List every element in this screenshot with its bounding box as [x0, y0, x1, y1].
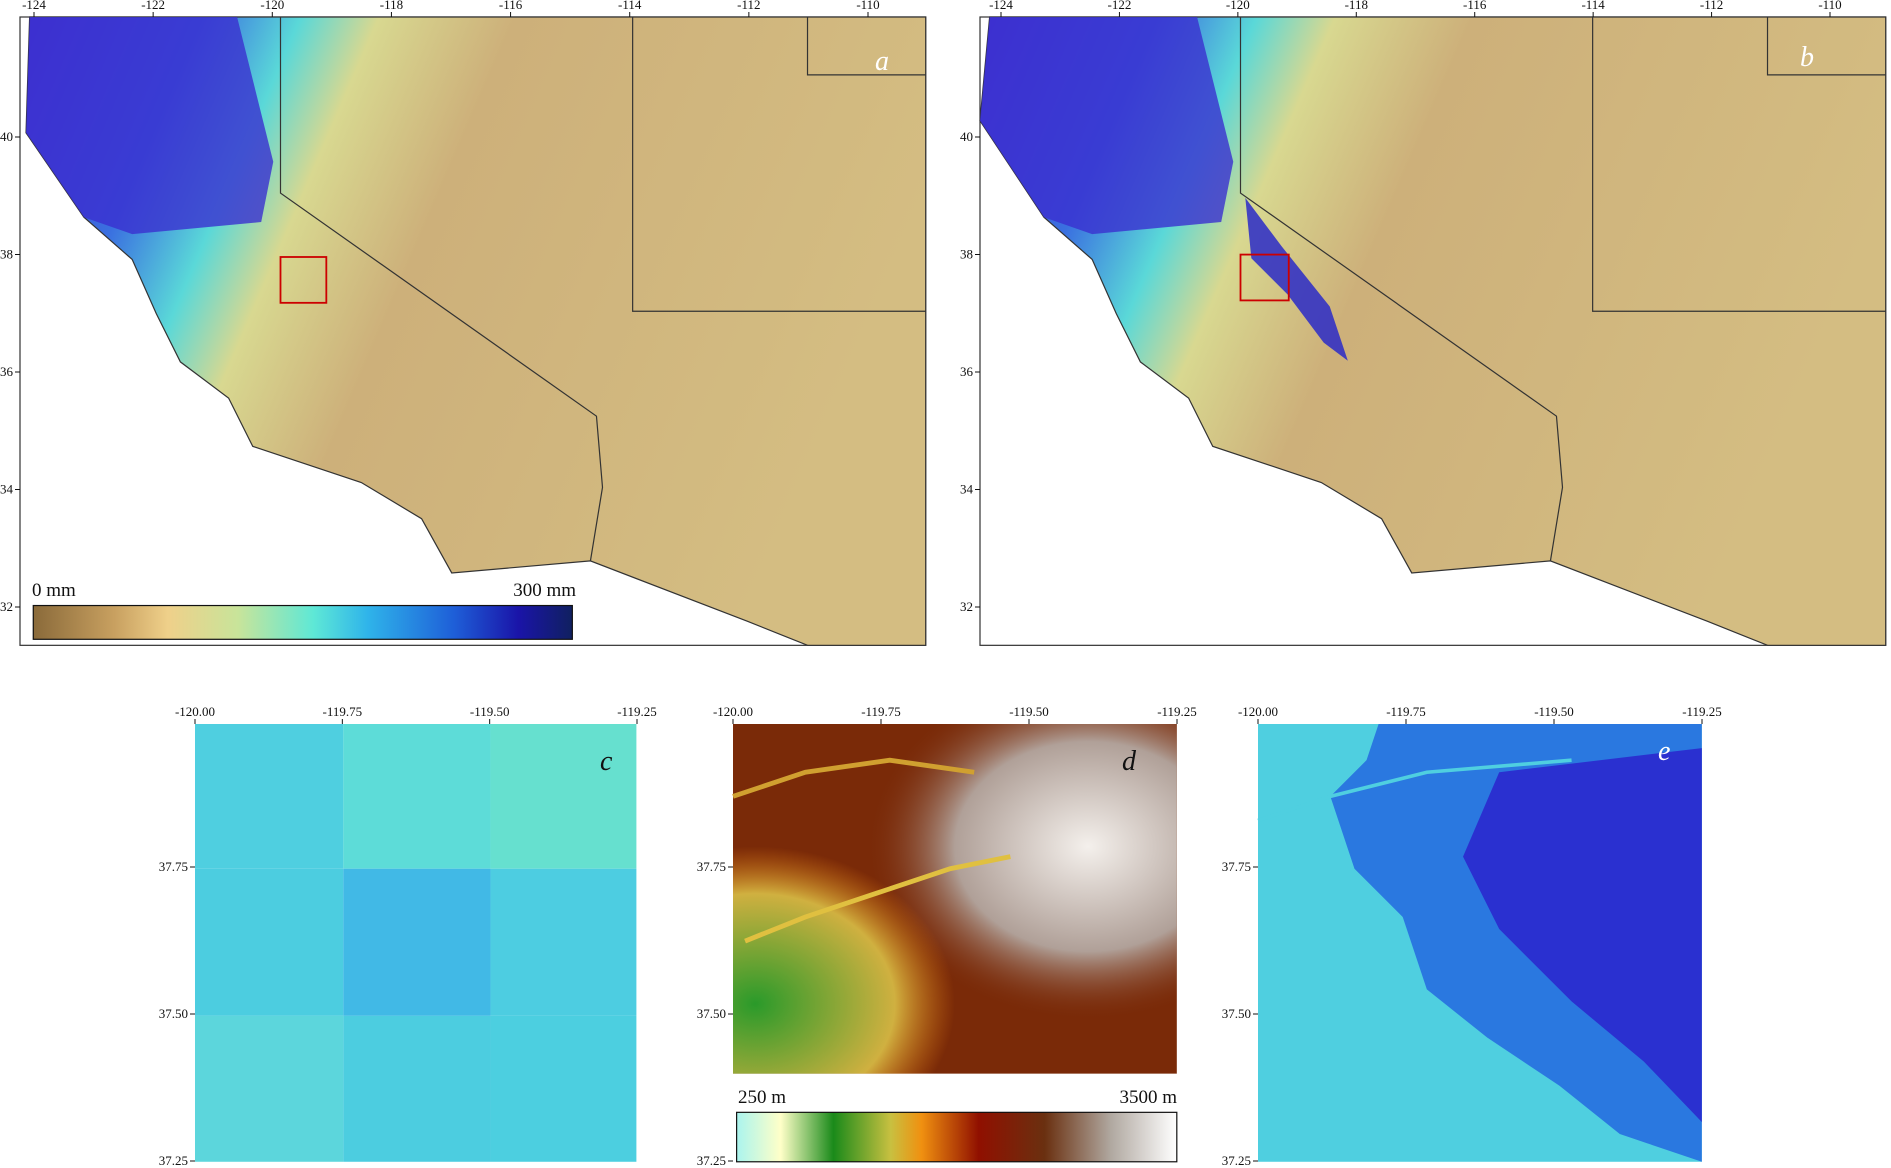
y-tick-label: 37.25 [159, 1153, 188, 1168]
state-border [632, 17, 926, 312]
state-border [806, 17, 926, 76]
state-border [279, 17, 604, 562]
colorbar [736, 1111, 1178, 1163]
y-tick-label: 36 [0, 364, 14, 379]
y-tick-label: 40 [960, 129, 973, 144]
y-tick-label: 36 [960, 364, 974, 379]
valley [1257, 758, 1572, 823]
x-tick-label: -124 [22, 0, 46, 12]
panel-letter: e [1658, 736, 1670, 767]
cell [490, 724, 637, 869]
x-tick-label: -119.25 [1157, 704, 1197, 719]
x-tick-label: -118 [380, 0, 403, 12]
panel-a [19, 16, 927, 646]
colorbar-max: 3500 m [1119, 1087, 1177, 1108]
colorbar-max: 300 mm [513, 580, 576, 601]
x-tick-label: -119.25 [617, 704, 657, 719]
x-tick-label: -122 [1108, 0, 1132, 12]
x-tick-label: -120.00 [713, 704, 753, 719]
y-tick-label: 37.75 [159, 859, 188, 874]
x-tick-label: -124 [989, 0, 1013, 12]
cell [490, 868, 637, 1016]
panel-letter: b [1800, 42, 1814, 73]
panel-letter: c [600, 746, 613, 777]
terrain-low [733, 724, 1177, 1074]
panel-letter: d [1122, 746, 1137, 777]
x-tick-label: -119.50 [1534, 704, 1574, 719]
sierra [1245, 197, 1348, 361]
x-tick-label: -119.50 [1009, 704, 1049, 719]
x-tick-label: -119.75 [1386, 704, 1426, 719]
x-tick-label: -116 [499, 0, 523, 12]
colorbar-min: 0 mm [32, 580, 76, 601]
panel-e [1257, 724, 1702, 1162]
x-tick-label: -114 [618, 0, 642, 12]
x-tick-label: -119.25 [1682, 704, 1722, 719]
cell [490, 1015, 637, 1162]
x-tick-label: -110 [1818, 0, 1841, 12]
inset-box [1239, 253, 1290, 302]
cell [343, 868, 491, 1016]
wettest-area [1463, 748, 1702, 1122]
y-tick-label: 37.50 [1222, 1006, 1251, 1021]
x-tick-label: -119.75 [861, 704, 901, 719]
state-border [1766, 17, 1886, 76]
x-tick-label: -114 [1581, 0, 1605, 12]
y-tick-label: 37.25 [697, 1153, 726, 1168]
y-tick-label: 38 [960, 247, 973, 262]
wet-region [26, 17, 274, 235]
x-tick-label: -120.00 [175, 704, 215, 719]
y-tick-label: 32 [0, 599, 13, 614]
wet-region [980, 17, 1234, 235]
colorbar [32, 604, 573, 640]
x-tick-label: -112 [1700, 0, 1723, 12]
state-border [1592, 17, 1886, 312]
colorbar-min: 250 m [738, 1087, 786, 1108]
x-tick-label: -120.00 [1238, 704, 1278, 719]
x-tick-label: -120 [1226, 0, 1250, 12]
x-tick-label: -119.50 [470, 704, 510, 719]
panel-letter: a [875, 46, 889, 77]
cell [343, 1015, 491, 1162]
y-tick-label: 37.75 [1222, 859, 1251, 874]
label-band [733, 1073, 1177, 1110]
cell [195, 868, 344, 1016]
x-tick-label: -116 [1463, 0, 1487, 12]
y-tick-label: 37.50 [159, 1006, 188, 1021]
panel-b [979, 16, 1887, 646]
x-tick-label: -112 [737, 0, 760, 12]
x-tick-label: -110 [856, 0, 879, 12]
y-tick-label: 37.50 [697, 1006, 726, 1021]
y-tick-label: 32 [960, 599, 973, 614]
river [744, 854, 1011, 944]
cell [343, 724, 491, 869]
panel-d [732, 724, 1178, 1163]
y-tick-label: 37.25 [1222, 1153, 1251, 1168]
x-tick-label: -122 [141, 0, 165, 12]
x-tick-label: -120 [260, 0, 284, 12]
y-tick-label: 34 [960, 482, 974, 497]
inset-box [279, 256, 328, 304]
panel-c [195, 724, 637, 1162]
river [732, 757, 975, 799]
y-tick-label: 34 [0, 482, 14, 497]
state-border [1239, 17, 1564, 562]
cell [195, 724, 344, 869]
cell [195, 1015, 344, 1162]
y-tick-label: 37.75 [697, 859, 726, 874]
x-tick-label: -118 [1345, 0, 1368, 12]
x-tick-label: -119.75 [323, 704, 363, 719]
y-tick-label: 38 [0, 247, 13, 262]
y-tick-label: 40 [0, 129, 13, 144]
